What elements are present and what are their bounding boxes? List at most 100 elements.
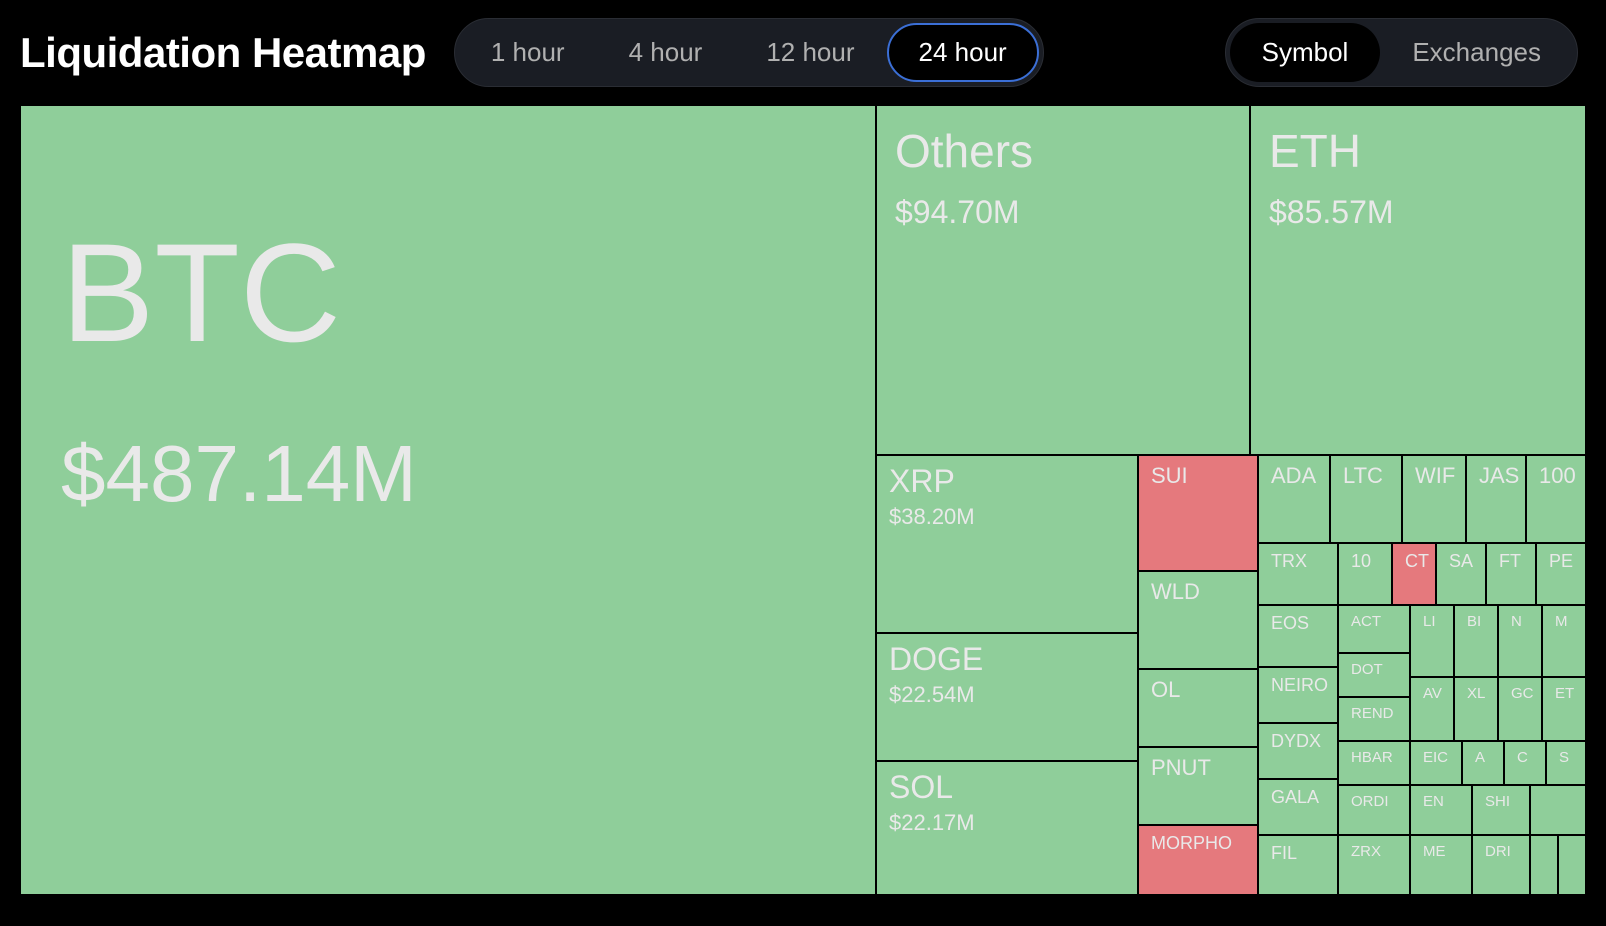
cell-bi[interactable]: BI	[1454, 605, 1498, 677]
cell-symbol: AV	[1423, 686, 1441, 703]
cell-act[interactable]: ACT	[1338, 605, 1410, 653]
cell-hbar[interactable]: HBAR	[1338, 741, 1410, 785]
cell-m[interactable]: M	[1542, 605, 1586, 677]
cell-symbol: MORPHO	[1151, 834, 1245, 854]
cell-symbol: EIC	[1423, 750, 1449, 767]
cell-shi[interactable]: SHI	[1472, 785, 1530, 835]
cell-ordi[interactable]: ORDI	[1338, 785, 1410, 835]
cell-value: $22.54M	[889, 683, 1125, 707]
cell-value: $487.14M	[61, 430, 835, 518]
cell-rend[interactable]: REND	[1338, 697, 1410, 741]
cell-me[interactable]: ME	[1410, 835, 1472, 895]
cell-eos[interactable]: EOS	[1258, 605, 1338, 667]
cell-sa[interactable]: SA	[1436, 543, 1486, 605]
cell-s[interactable]: S	[1546, 741, 1586, 785]
cell-blk2[interactable]	[1530, 835, 1558, 895]
cell-symbol: FT	[1499, 552, 1523, 572]
cell-symbol: SUI	[1151, 464, 1245, 488]
cell-symbol: 10	[1351, 552, 1379, 572]
cell-symbol: LTC	[1343, 464, 1389, 488]
cell-dri[interactable]: DRI	[1472, 835, 1530, 895]
cell-pnut[interactable]: PNUT	[1138, 747, 1258, 825]
cell-sol[interactable]: SOL$22.17M	[876, 761, 1138, 895]
cell-symbol: HBAR	[1351, 750, 1397, 767]
cell-symbol: BI	[1467, 614, 1485, 631]
cell-xl[interactable]: XL	[1454, 677, 1498, 741]
cell-ltc[interactable]: LTC	[1330, 455, 1402, 543]
tab-1h[interactable]: 1 hour	[459, 23, 597, 82]
cell-symbol: ACT	[1351, 614, 1397, 631]
cell-n[interactable]: N	[1498, 605, 1542, 677]
cell-blk3[interactable]	[1558, 835, 1586, 895]
cell-symbol: TRX	[1271, 552, 1325, 572]
cell-gala[interactable]: GALA	[1258, 779, 1338, 835]
cell-dot[interactable]: DOT	[1338, 653, 1410, 697]
cell-h10[interactable]: 10	[1338, 543, 1392, 605]
header: Liquidation Heatmap 1 hour 4 hour 12 hou…	[0, 0, 1606, 105]
cell-a[interactable]: A	[1462, 741, 1504, 785]
treemap: BTC $487.14M Others $94.70M ETH $85.57M XRP$38…	[20, 105, 1586, 895]
cell-symbol: PNUT	[1151, 756, 1245, 780]
cell-en[interactable]: EN	[1410, 785, 1472, 835]
cell-symbol: DOGE	[889, 642, 1125, 677]
cell-symbol: SOL	[889, 770, 1125, 805]
cell-pe[interactable]: PE	[1536, 543, 1586, 605]
cell-btc[interactable]: BTC $487.14M	[20, 105, 876, 895]
cell-et[interactable]: ET	[1542, 677, 1586, 741]
cell-symbol: N	[1511, 614, 1529, 631]
time-tabs: 1 hour 4 hour 12 hour 24 hour	[454, 18, 1044, 87]
cell-symbol: Others	[895, 126, 1231, 177]
cell-symbol: XL	[1467, 686, 1485, 703]
cell-av[interactable]: AV	[1410, 677, 1454, 741]
cell-symbol: JAS	[1479, 464, 1513, 488]
cell-dydx[interactable]: DYDX	[1258, 723, 1338, 779]
cell-neiro[interactable]: NEIRO	[1258, 667, 1338, 723]
cell-symbol: ME	[1423, 844, 1459, 861]
cell-symbol: CT	[1405, 552, 1423, 572]
tab-4h[interactable]: 4 hour	[597, 23, 735, 82]
tab-symbol[interactable]: Symbol	[1230, 23, 1381, 82]
cell-jas[interactable]: JAS	[1466, 455, 1526, 543]
cell-doge[interactable]: DOGE $22.54M	[876, 633, 1138, 761]
cell-symbol: ORDI	[1351, 794, 1397, 811]
cell-zrx[interactable]: ZRX	[1338, 835, 1410, 895]
cell-value: $85.57M	[1269, 195, 1567, 230]
cell-morpho[interactable]: MORPHO	[1138, 825, 1258, 895]
cell-symbol: DRI	[1485, 844, 1517, 861]
cell-ada[interactable]: ADA	[1258, 455, 1330, 543]
cell-c[interactable]: C	[1504, 741, 1546, 785]
cell-symbol: OL	[1151, 678, 1245, 702]
cell-wif[interactable]: WIF	[1402, 455, 1466, 543]
cell-symbol: ZRX	[1351, 844, 1397, 861]
cell-li[interactable]: LI	[1410, 605, 1454, 677]
cell-symbol: REND	[1351, 706, 1397, 723]
cell-symbol: EN	[1423, 794, 1459, 811]
cell-others[interactable]: Others $94.70M	[876, 105, 1250, 455]
cell-ct[interactable]: CT	[1392, 543, 1436, 605]
tab-24h[interactable]: 24 hour	[887, 23, 1039, 82]
cell-eth[interactable]: ETH $85.57M	[1250, 105, 1586, 455]
cell-eic[interactable]: EIC	[1410, 741, 1462, 785]
cell-ft[interactable]: FT	[1486, 543, 1536, 605]
cell-symbol: FIL	[1271, 844, 1325, 864]
cell-wld[interactable]: WLD	[1138, 571, 1258, 669]
cell-h100[interactable]: 100	[1526, 455, 1586, 543]
cell-ol[interactable]: OL	[1138, 669, 1258, 747]
view-tabs: Symbol Exchanges	[1225, 18, 1578, 87]
cell-xrp[interactable]: XRP$38.20M	[876, 455, 1138, 633]
cell-symbol: ETH	[1269, 126, 1567, 177]
tab-exchanges[interactable]: Exchanges	[1380, 23, 1573, 82]
cell-sui[interactable]: SUI	[1138, 455, 1258, 571]
cell-symbol: A	[1475, 750, 1491, 767]
cell-symbol: SA	[1449, 552, 1473, 572]
cell-symbol: BTC	[61, 216, 835, 370]
cell-symbol: PE	[1549, 552, 1573, 572]
cell-trx[interactable]: TRX	[1258, 543, 1338, 605]
cell-symbol: EOS	[1271, 614, 1325, 634]
cell-blk1[interactable]	[1530, 785, 1586, 835]
tab-12h[interactable]: 12 hour	[734, 23, 886, 82]
cell-fil[interactable]: FIL	[1258, 835, 1338, 895]
cell-value: $94.70M	[895, 195, 1231, 230]
cell-gc[interactable]: GC	[1498, 677, 1542, 741]
cell-symbol: WIF	[1415, 464, 1453, 488]
